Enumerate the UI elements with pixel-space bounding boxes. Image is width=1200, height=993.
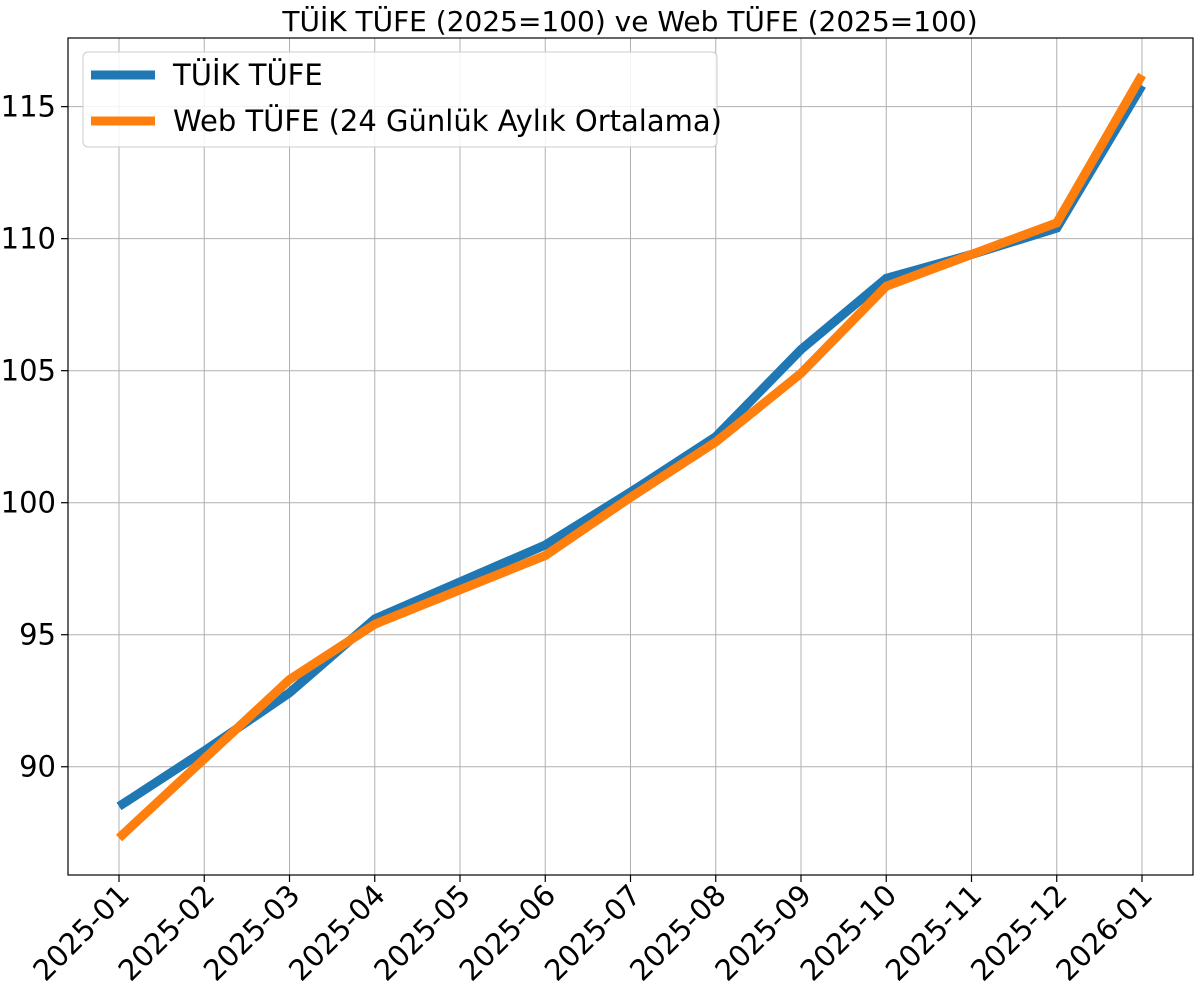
- y-tick-label: 105: [1, 354, 56, 388]
- legend: TÜİK TÜFE Web TÜFE (24 Günlük Aylık Ortal…: [82, 51, 722, 148]
- legend-label-1: TÜİK TÜFE: [172, 58, 323, 92]
- chart-title: TÜİK TÜFE (2025=100) ve Web TÜFE (2025=1…: [281, 4, 977, 38]
- series-lines: [115, 72, 1146, 842]
- legend-box: [82, 51, 718, 148]
- y-tick-label: 95: [19, 618, 56, 652]
- y-axis: 90 95 100 105 110 115: [1, 90, 68, 784]
- y-tick-label: 90: [19, 750, 56, 784]
- y-tick-label: 110: [1, 222, 56, 256]
- y-tick-label: 115: [1, 90, 56, 124]
- y-tick-label: 100: [1, 486, 56, 520]
- legend-label-2: Web TÜFE (24 Günlük Aylık Ortalama): [173, 104, 722, 138]
